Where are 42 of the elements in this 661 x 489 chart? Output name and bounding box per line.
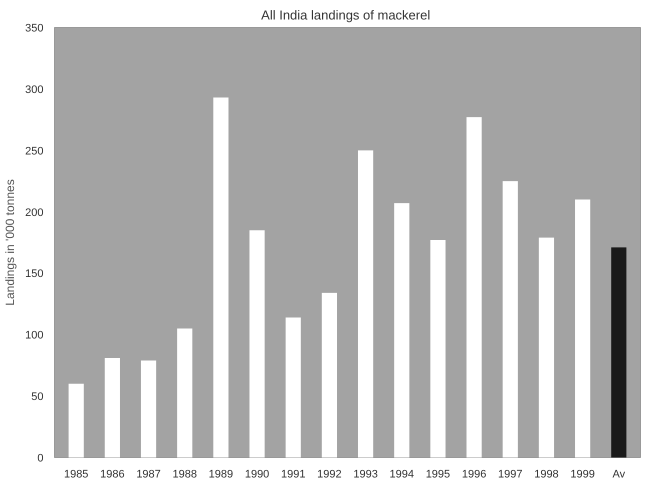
bar	[104, 358, 120, 458]
x-tick-label: 1986	[100, 468, 125, 480]
x-tick-label: 1990	[244, 468, 270, 480]
y-tick-label: 250	[25, 145, 44, 158]
bar	[430, 240, 446, 458]
x-tick-label: 1998	[534, 468, 559, 480]
x-tick-label: 1999	[570, 468, 595, 480]
x-tick-label: 1995	[426, 468, 450, 480]
bar	[538, 238, 554, 458]
bar	[68, 384, 84, 458]
y-tick-label: 350	[25, 22, 44, 34]
bar	[140, 360, 156, 458]
bar	[286, 317, 301, 458]
x-tick-label: 1992	[317, 468, 342, 480]
bar	[358, 150, 374, 458]
x-tick-label: 1988	[172, 468, 197, 480]
y-tick-label: 300	[25, 84, 44, 96]
x-tick-label: Av	[612, 468, 626, 480]
x-tick-label: 1991	[281, 468, 306, 480]
chart-title: All India landings of mackerel	[261, 8, 430, 22]
bar	[177, 328, 192, 458]
x-tick-label: 1996	[462, 468, 486, 480]
x-tick-label: 1985	[64, 468, 88, 480]
bar	[502, 181, 518, 458]
bar	[249, 230, 265, 458]
y-axis-title: Landings in '000 tonnes	[3, 179, 18, 306]
y-tick-label: 200	[25, 206, 44, 219]
bar	[322, 292, 338, 458]
y-tick-label: 0	[37, 452, 44, 464]
y-tick-label: 150	[25, 268, 44, 280]
y-tick-label: 100	[25, 330, 44, 342]
y-tick-label: 50	[31, 391, 44, 404]
x-tick-label: 1994	[390, 468, 414, 480]
bar	[575, 200, 590, 458]
x-tick-label: 1987	[136, 468, 161, 480]
bar	[466, 117, 482, 458]
x-tick-label: 1989	[208, 468, 234, 480]
bar	[611, 247, 626, 458]
x-tick-label: 1993	[353, 468, 378, 480]
bar	[213, 98, 228, 458]
x-tick-label: 1997	[498, 468, 523, 480]
bar	[394, 203, 410, 458]
